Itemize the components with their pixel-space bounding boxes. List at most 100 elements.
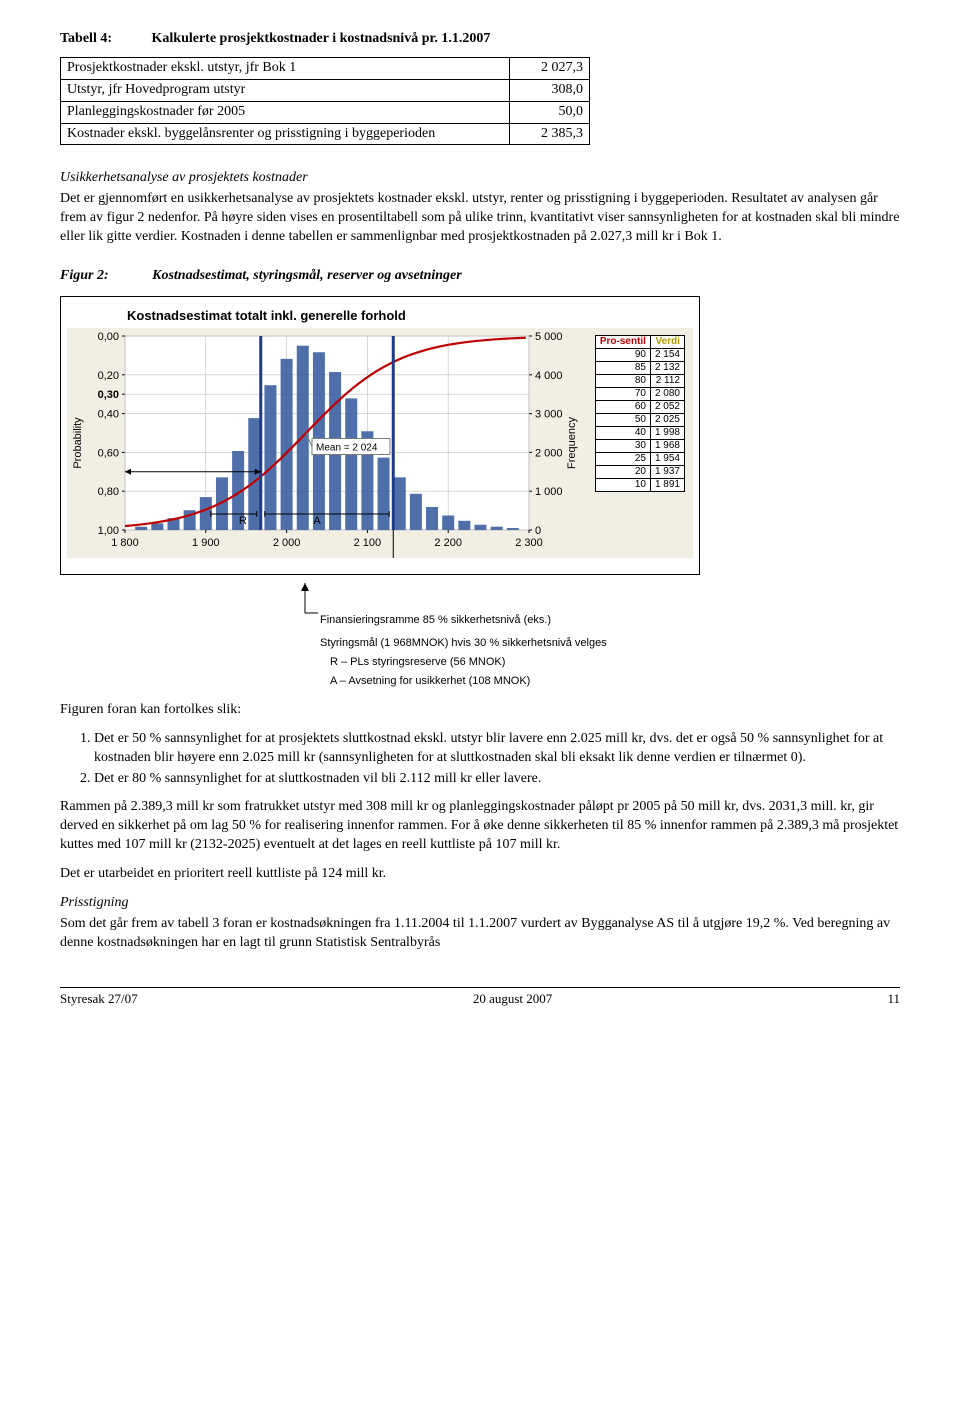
percentile-header-v: Verdi [650, 335, 684, 348]
svg-text:2 200: 2 200 [434, 537, 462, 549]
svg-text:0,60: 0,60 [98, 448, 119, 460]
priss-text: Som det går frem av tabell 3 foran er ko… [60, 915, 900, 953]
table4-label: Tabell 4: [60, 31, 112, 46]
table4-title: Kalkulerte prosjektkostnader i kostnadsn… [152, 31, 491, 46]
note-a: A – Avsetning for usikkerhet (108 MNOK) [330, 674, 700, 689]
interpret-intro: Figuren foran kan fortolkes slik: [60, 701, 900, 720]
priss-heading: Prisstigning [60, 894, 900, 913]
svg-text:0,20: 0,20 [98, 370, 119, 382]
percentile-row: 101 891 [595, 478, 684, 491]
chart-notes: Finansieringsramme 85 % sikkerhetsnivå (… [60, 583, 700, 698]
chart-container: Kostnadsestimat totalt inkl. generelle f… [60, 296, 700, 576]
interpret-item: Det er 80 % sannsynlighet for at sluttko… [94, 770, 900, 789]
svg-text:Frequency: Frequency [566, 417, 578, 469]
note-styring: Styringsmål (1 968MNOK) hvis 30 % sikker… [320, 636, 700, 651]
percentile-row: 702 080 [595, 387, 684, 400]
svg-text:R: R [239, 515, 247, 527]
table-row: Prosjektkostnader ekskl. utstyr, jfr Bok… [61, 57, 590, 79]
svg-text:0: 0 [535, 525, 541, 537]
percentile-v: 1 937 [650, 465, 684, 478]
table4-header: Tabell 4: Kalkulerte prosjektkostnader i… [60, 30, 900, 49]
cost-value: 2 027,3 [510, 57, 590, 79]
svg-text:1,00: 1,00 [98, 525, 119, 537]
footer-right: 11 [887, 990, 900, 1008]
percentile-p: 25 [595, 452, 650, 465]
footer-left: Styresak 27/07 [60, 990, 138, 1008]
percentile-p: 85 [595, 361, 650, 374]
percentile-row: 852 132 [595, 361, 684, 374]
percentile-header-p: Pro-sentil [595, 335, 650, 348]
arrow-icon [290, 583, 320, 623]
svg-text:0,80: 0,80 [98, 487, 119, 499]
percentile-v: 2 132 [650, 361, 684, 374]
uncertainty-heading: Usikkerhetsanalyse av prosjektets kostna… [60, 169, 900, 188]
svg-text:2 300: 2 300 [515, 537, 543, 549]
footer-center: 20 august 2007 [473, 990, 552, 1008]
table-row: Planleggingskostnader før 2005 50,0 [61, 101, 590, 123]
svg-text:1 800: 1 800 [111, 537, 139, 549]
percentile-v: 2 052 [650, 400, 684, 413]
percentile-row: 401 998 [595, 426, 684, 439]
percentile-p: 60 [595, 400, 650, 413]
percentile-row: 251 954 [595, 452, 684, 465]
uncertainty-para: Det er gjennomført en usikkerhetsanalyse… [60, 190, 900, 247]
table-row: Utstyr, jfr Hovedprogram utstyr 308,0 [61, 79, 590, 101]
percentile-v: 1 954 [650, 452, 684, 465]
percentile-row: 201 937 [595, 465, 684, 478]
para-ramme: Rammen på 2.389,3 mill kr som fratrukket… [60, 798, 900, 855]
percentile-row: 902 154 [595, 348, 684, 361]
cost-value: 308,0 [510, 79, 590, 101]
interpret-item: Det er 50 % sannsynlighet for at prosjek… [94, 730, 900, 768]
cost-table: Prosjektkostnader ekskl. utstyr, jfr Bok… [60, 57, 590, 146]
cost-label: Utstyr, jfr Hovedprogram utstyr [61, 79, 510, 101]
svg-text:0,40: 0,40 [98, 409, 119, 421]
percentile-v: 1 891 [650, 478, 684, 491]
cost-label: Planleggingskostnader før 2005 [61, 101, 510, 123]
percentile-p: 10 [595, 478, 650, 491]
svg-text:4 000: 4 000 [535, 370, 563, 382]
svg-text:1 000: 1 000 [535, 487, 563, 499]
svg-text:3 000: 3 000 [535, 409, 563, 421]
percentile-v: 1 998 [650, 426, 684, 439]
percentile-row: 502 025 [595, 413, 684, 426]
percentile-p: 50 [595, 413, 650, 426]
percentile-p: 30 [595, 439, 650, 452]
percentile-v: 2 080 [650, 387, 684, 400]
percentile-row: 301 968 [595, 439, 684, 452]
percentile-p: 20 [595, 465, 650, 478]
interpret-list: Det er 50 % sannsynlighet for at prosjek… [94, 730, 900, 789]
figure2-header: Figur 2: Kostnadsestimat, styringsmål, r… [60, 267, 900, 286]
percentile-table: Pro-sentil Verdi 902 154852 132802 11270… [595, 335, 685, 492]
percentile-v: 2 154 [650, 348, 684, 361]
svg-text:2 000: 2 000 [273, 537, 301, 549]
svg-text:0,30: 0,30 [98, 390, 119, 402]
cost-value: 50,0 [510, 101, 590, 123]
percentile-v: 2 112 [650, 374, 684, 387]
percentile-p: 40 [595, 426, 650, 439]
cost-label: Prosjektkostnader ekskl. utstyr, jfr Bok… [61, 57, 510, 79]
percentile-p: 70 [595, 387, 650, 400]
percentile-row: 802 112 [595, 374, 684, 387]
cost-label: Kostnader ekskl. byggelånsrenter og pris… [61, 123, 510, 145]
figure2-label: Figur 2: [60, 268, 109, 283]
percentile-v: 1 968 [650, 439, 684, 452]
chart-title: Kostnadsestimat totalt inkl. generelle f… [127, 307, 693, 325]
para-kutt: Det er utarbeidet en prioritert reell ku… [60, 865, 900, 884]
svg-text:0,00: 0,00 [98, 331, 119, 343]
percentile-row: 602 052 [595, 400, 684, 413]
figure2-title: Kostnadsestimat, styringsmål, reserver o… [152, 268, 462, 283]
svg-text:5 000: 5 000 [535, 331, 563, 343]
chart-svg: 1,00 0,80 0,60 0,40 0,30 0,20 0,00 5 000 4 000 3 … [67, 328, 587, 558]
svg-text:Probability: Probability [72, 417, 84, 469]
note-financing: Finansieringsramme 85 % sikkerhetsnivå (… [320, 613, 700, 628]
svg-text:Mean = 2 024: Mean = 2 024 [316, 443, 378, 454]
svg-text:2 100: 2 100 [354, 537, 382, 549]
percentile-p: 80 [595, 374, 650, 387]
table-row: Kostnader ekskl. byggelånsrenter og pris… [61, 123, 590, 145]
svg-text:1 900: 1 900 [192, 537, 220, 549]
percentile-v: 2 025 [650, 413, 684, 426]
svg-text:2 000: 2 000 [535, 448, 563, 460]
note-r: R – PLs styringsreserve (56 MNOK) [330, 655, 700, 670]
svg-text:A: A [313, 515, 321, 527]
page-footer: Styresak 27/07 20 august 2007 11 [60, 987, 900, 1008]
